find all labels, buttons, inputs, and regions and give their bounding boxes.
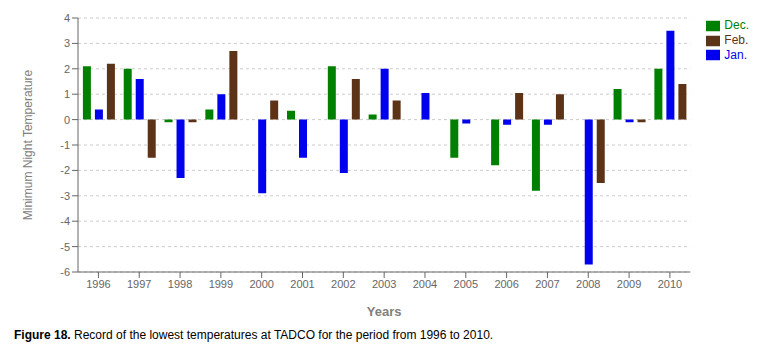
svg-text:2007: 2007 — [535, 278, 559, 290]
svg-text:-5: -5 — [60, 241, 70, 253]
html-text:Jan.: Jan. — [724, 47, 747, 62]
svg-text:-3: -3 — [60, 190, 70, 202]
svg-text:3: 3 — [64, 37, 70, 49]
svg-text:1999: 1999 — [209, 278, 233, 290]
svg-text:1996: 1996 — [86, 278, 110, 290]
svg-text:-2: -2 — [60, 164, 70, 176]
svg-text:1: 1 — [64, 88, 70, 100]
svg-text:1998: 1998 — [168, 278, 192, 290]
svg-text:Minimum Night Temperature: Minimum Night Temperature — [21, 69, 35, 220]
svg-text:0: 0 — [64, 114, 70, 126]
svg-text:-1: -1 — [60, 139, 70, 151]
svg-text:2000: 2000 — [249, 278, 273, 290]
svg-text:2006: 2006 — [494, 278, 518, 290]
svg-text:2001: 2001 — [290, 278, 314, 290]
svg-text:2003: 2003 — [372, 278, 396, 290]
html-text:Feb.: Feb. — [724, 32, 749, 47]
svg-text:2002: 2002 — [331, 278, 355, 290]
svg-text:2: 2 — [64, 63, 70, 75]
svg-text:-4: -4 — [60, 215, 70, 227]
svg-text:4: 4 — [64, 12, 70, 24]
svg-text:2005: 2005 — [454, 278, 478, 290]
svg-text:1997: 1997 — [127, 278, 151, 290]
html-text:Figure 18. Record of the lowes: Figure 18. Record of the lowest temperat… — [14, 328, 494, 342]
svg-text:2008: 2008 — [576, 278, 600, 290]
svg-text:2004: 2004 — [413, 278, 437, 290]
html-text:Dec.: Dec. — [724, 18, 749, 32]
svg-text:2009: 2009 — [617, 278, 641, 290]
svg-text:2010: 2010 — [658, 278, 682, 290]
svg-text:Years: Years — [367, 304, 402, 319]
svg-text:-6: -6 — [60, 266, 70, 278]
